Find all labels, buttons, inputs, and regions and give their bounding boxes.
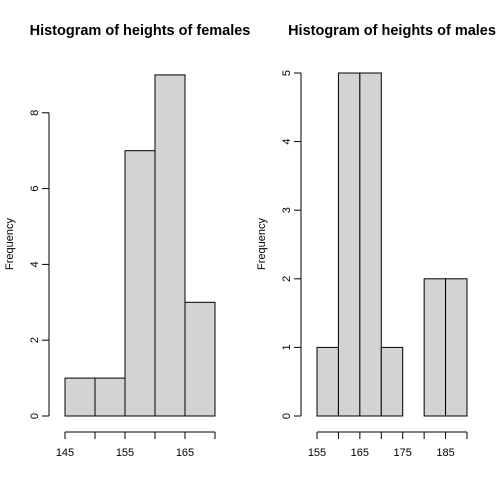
- histogram-bar: [316, 346, 339, 417]
- y-tick-label: 8: [29, 110, 41, 116]
- y-tick-label: 4: [29, 261, 41, 267]
- x-tick-label: 155: [116, 447, 134, 459]
- y-tick-label: 3: [281, 207, 293, 213]
- bars: [64, 74, 216, 417]
- y-tick-label: 0: [29, 413, 41, 419]
- y-tick-label: 2: [281, 276, 293, 282]
- chart-title: Histogram of heights of females: [30, 23, 251, 39]
- y-axis-title: Frequency: [256, 218, 268, 270]
- histogram-bar: [124, 150, 156, 417]
- histogram-bar: [445, 278, 468, 417]
- x-tick-label: 185: [436, 447, 454, 459]
- x-tick-label: 165: [351, 447, 369, 459]
- y-axis: 0 2 4 6 8: [29, 110, 50, 419]
- chart-title: Histogram of heights of males: [288, 23, 496, 39]
- y-tick-label: 4: [281, 139, 293, 145]
- y-tick-label: 5: [281, 70, 293, 76]
- x-tick-label: 175: [394, 447, 412, 459]
- y-tick-label: 2: [29, 337, 41, 343]
- histogram-bar: [337, 72, 361, 417]
- y-axis-title: Frequency: [4, 218, 16, 270]
- x-tick-label: 155: [308, 447, 326, 459]
- x-tick-label: 145: [56, 447, 74, 459]
- histogram-bar: [359, 72, 382, 417]
- y-tick-label: 6: [29, 186, 41, 192]
- y-tick-label: 0: [281, 413, 293, 419]
- x-axis: 155 165 175 185: [308, 431, 468, 459]
- y-axis: 0 1 2 3 4 5: [281, 70, 302, 419]
- histogram-bar: [94, 377, 126, 417]
- bars: [316, 72, 468, 417]
- y-tick-label: 1: [281, 344, 293, 350]
- histogram-bar: [380, 346, 404, 417]
- histogram-bar: [423, 278, 447, 417]
- x-tick-label: 165: [176, 447, 194, 459]
- histogram-bar: [64, 377, 96, 417]
- histogram-bar: [154, 74, 186, 417]
- x-axis: 145 155 165: [56, 431, 216, 459]
- histogram-bar: [184, 301, 216, 417]
- males-histogram-panel: Histogram of heights of males Frequency …: [256, 23, 496, 459]
- females-histogram-panel: Histogram of heights of females Frequenc…: [4, 23, 250, 459]
